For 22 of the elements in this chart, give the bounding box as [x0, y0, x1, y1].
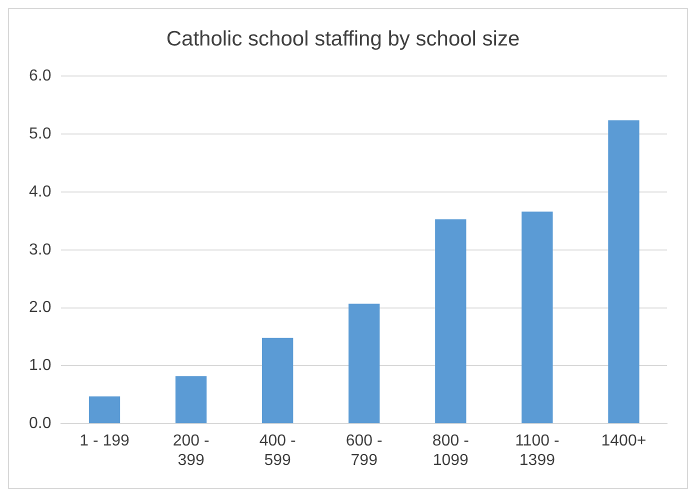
bar	[348, 304, 380, 424]
bar	[608, 120, 640, 424]
y-tick-label: 3.0	[28, 241, 52, 258]
x-tick-label: 1 - 199	[80, 432, 130, 450]
x-tick-label: 600 - 799	[346, 432, 382, 469]
x-tick-label: 400 - 599	[259, 432, 296, 469]
y-tick-label: 1.0	[28, 357, 52, 374]
y-tick-label: 2.0	[28, 299, 52, 316]
y-tick-label: 6.0	[28, 68, 52, 85]
x-tick-label: 1100 - 1399	[515, 432, 560, 469]
bar	[262, 338, 294, 424]
bar	[522, 212, 553, 424]
x-tick-label: 200 - 399	[172, 432, 210, 469]
y-tick-label: 4.0	[28, 183, 52, 200]
bar	[88, 396, 120, 424]
x-tick-label: 800 - 1099	[432, 432, 469, 469]
bar	[435, 219, 466, 424]
chart-title: Catholic school staffing by school size	[166, 27, 520, 50]
bar	[175, 376, 207, 424]
y-tick-label: 0.0	[28, 415, 52, 432]
x-tick-label: 1400+	[601, 432, 646, 450]
y-tick-label: 5.0	[28, 126, 52, 143]
